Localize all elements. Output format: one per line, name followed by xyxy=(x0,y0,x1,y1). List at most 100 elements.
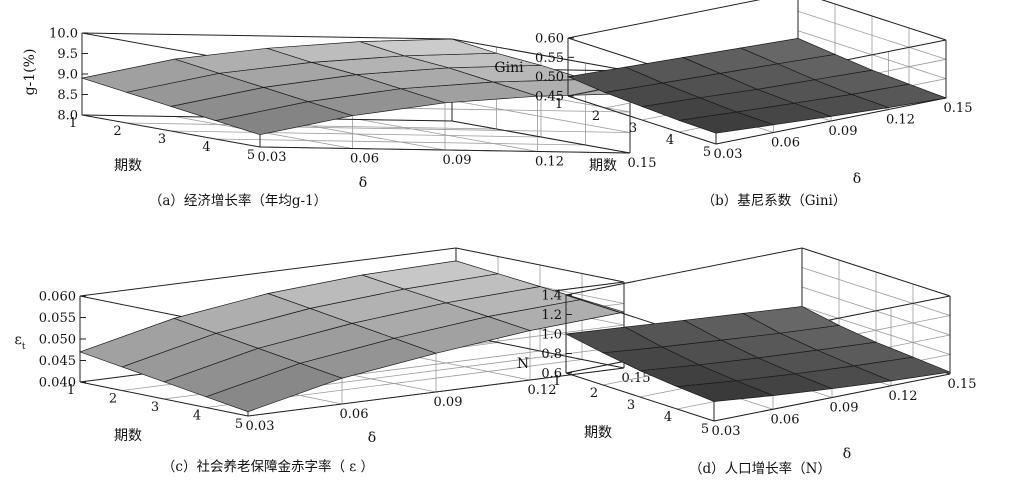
y-tick-label: 4 xyxy=(193,409,201,424)
panel-caption: （d）人口增长率（N） xyxy=(689,460,831,477)
axis-edge xyxy=(259,146,631,154)
y-tick-label: 1 xyxy=(67,383,75,398)
surface xyxy=(566,38,948,134)
y-tick-label: 4 xyxy=(666,133,674,148)
y-tick-label: 3 xyxy=(158,132,166,147)
grid-line xyxy=(797,10,947,60)
axis-labels: Gini 期数 δ xyxy=(494,60,861,187)
tick-labels: 8.0 8.5 9.0 9.5 10.0 1 2 3 4 5 0.03 0.06 0.09 0.12 0.1… xyxy=(49,27,656,172)
axis-edge xyxy=(455,247,625,283)
grid-line xyxy=(801,306,951,355)
grid-line xyxy=(126,122,497,130)
surface-patch xyxy=(78,318,218,368)
y-tick-label: 2 xyxy=(113,124,121,139)
z-axis-label: Gini xyxy=(494,60,524,76)
surface-patch xyxy=(564,326,664,354)
y-axis-label: 期数 xyxy=(589,158,617,174)
y-tick-label: 3 xyxy=(629,121,637,136)
z-tick-label: 0.040 xyxy=(39,376,76,391)
z-tick-label: 9.0 xyxy=(57,68,78,83)
y-tick-label: 5 xyxy=(703,145,711,160)
x-tick-label: 0.06 xyxy=(771,412,800,427)
x-tick-label: 0.03 xyxy=(712,424,741,439)
x-tick-label: 0.12 xyxy=(535,155,564,170)
axis-labels: N 期数 δ xyxy=(517,356,851,462)
surface xyxy=(564,306,952,402)
x-tick-label: 0.09 xyxy=(830,401,859,416)
axis-edge xyxy=(81,32,453,40)
x-tick-label: 0.06 xyxy=(771,136,800,151)
z-axis-label: εt xyxy=(15,332,26,352)
z-tick-label: 0.50 xyxy=(535,70,564,85)
surface-patch xyxy=(80,58,221,93)
surface-patch xyxy=(566,66,664,93)
axis-edge xyxy=(567,0,761,39)
axis-edge xyxy=(713,373,951,422)
axis-edge xyxy=(451,38,631,72)
x-axis-label: δ xyxy=(853,171,861,187)
x-axis-label: δ xyxy=(843,446,851,462)
y-tick-label: 4 xyxy=(202,140,210,155)
panel-caption: （a）经济增长率（年均g-1） xyxy=(149,192,327,209)
y-axis-label: 期数 xyxy=(114,158,142,174)
x-tick-label: 0.12 xyxy=(889,389,918,404)
axis-labels: g-1(%) 期数 δ xyxy=(22,49,367,191)
x-axis-label: δ xyxy=(368,430,376,446)
x-axis-label: δ xyxy=(359,175,367,191)
tick-labels: 0.040 0.045 0.050 0.055 0.060 1 2 3 4 5 0.03 0.06 0.… xyxy=(39,290,651,435)
y-tick-label: 1 xyxy=(555,97,563,112)
axis-edge xyxy=(79,247,457,297)
panel-c: 0.040 0.045 0.050 0.055 0.060 1 2 3 4 5 0.03 0.06 0.… xyxy=(15,247,651,475)
y-tick-label: 2 xyxy=(590,386,598,401)
y-tick-label: 1 xyxy=(553,374,561,389)
axis-edge xyxy=(79,381,249,417)
z-tick-label: 9.5 xyxy=(57,47,78,62)
z-tick-label: 1.4 xyxy=(541,289,562,304)
x-tick-label: 0.15 xyxy=(944,101,973,116)
axis-labels: εt 期数 δ xyxy=(15,332,377,446)
surface xyxy=(80,38,631,136)
axis-edge xyxy=(81,114,261,148)
y-tick-label: 5 xyxy=(701,422,709,437)
axis-edge xyxy=(821,0,947,41)
x-tick-label: 0.09 xyxy=(443,153,472,168)
grid-line xyxy=(170,130,542,138)
z-tick-label: 0.050 xyxy=(39,333,76,348)
z-tick-label: 0.055 xyxy=(39,311,76,326)
z-tick-label: 0.045 xyxy=(39,354,76,369)
x-tick-label: 0.12 xyxy=(528,383,557,398)
panel-b: 0.45 0.50 0.55 0.60 1 2 3 4 5 0.03 0.06 0.09 0.12 0.1… xyxy=(494,0,972,209)
z-tick-label: 10.0 xyxy=(49,27,78,42)
y-tick-label: 3 xyxy=(627,398,635,413)
x-tick-label: 0.06 xyxy=(350,152,379,167)
y-axis-label: 期数 xyxy=(114,428,142,444)
z-tick-label: 0.060 xyxy=(39,290,76,305)
panel-a: 8.0 8.5 9.0 9.5 10.0 1 2 3 4 5 0.03 0.06 0.09 0.12 0.1… xyxy=(22,27,656,210)
z-tick-label: 1.2 xyxy=(541,308,562,323)
x-tick-label: 0.09 xyxy=(829,124,858,139)
y-tick-label: 3 xyxy=(151,400,159,415)
axis-edge xyxy=(567,95,717,145)
x-tick-label: 0.12 xyxy=(886,113,915,128)
x-tick-label: 0.03 xyxy=(258,150,287,165)
panel-caption: （c）社会养老保障金赤字率（ ε ） xyxy=(162,458,374,475)
y-tick-label: 4 xyxy=(664,410,672,425)
z-axis-label: N xyxy=(517,356,529,372)
tick-labels: 0.6 0.8 1.0 1.2 1.4 1 2 3 4 5 0.03 0.06 0.09 0.12 0.15 xyxy=(541,289,976,440)
z-tick-label: 0.55 xyxy=(535,51,564,66)
x-tick-label: 0.03 xyxy=(714,147,743,162)
y-tick-label: 2 xyxy=(592,109,600,124)
grid-line xyxy=(801,267,951,316)
x-tick-label: 0.03 xyxy=(246,419,275,434)
tick-labels: 0.45 0.50 0.55 0.60 1 2 3 4 5 0.03 0.06 0.09 0.12 0.1… xyxy=(535,32,972,163)
axis-edge xyxy=(801,247,951,297)
axis-edge xyxy=(565,372,715,422)
z-tick-label: 0.6 xyxy=(541,367,562,382)
grid-line xyxy=(451,100,631,133)
z-tick-label: 0.60 xyxy=(535,32,564,47)
y-tick-label: 5 xyxy=(247,148,255,163)
y-tick-label: 2 xyxy=(109,392,117,407)
axis-edge xyxy=(565,247,803,296)
z-tick-label: 0.45 xyxy=(535,90,564,105)
x-tick-label: 0.15 xyxy=(948,377,977,392)
